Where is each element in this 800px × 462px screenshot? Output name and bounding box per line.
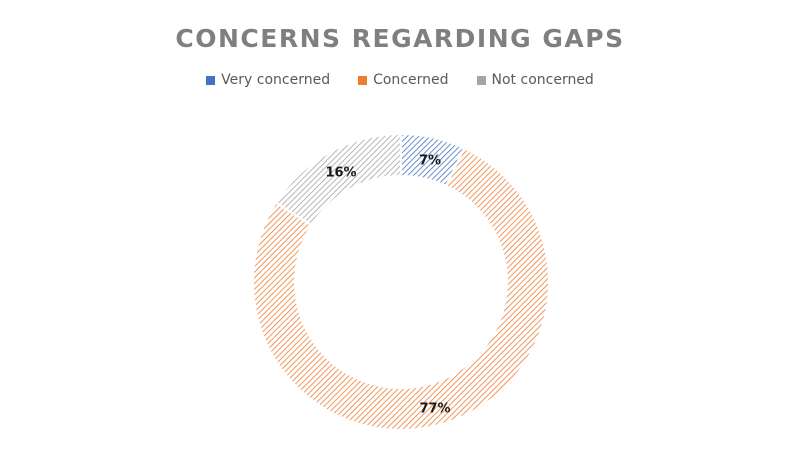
legend-swatch-very-concerned [206, 75, 216, 85]
data-label-very-concerned: 7% [419, 154, 441, 169]
legend-swatch-not-concerned [476, 75, 486, 85]
data-label-not-concerned: 16% [325, 166, 356, 181]
legend-label-not-concerned: Not concerned [491, 72, 594, 88]
slice-not-concerned [274, 132, 402, 227]
chart-title: CONCERNS REGARDING GAPS [175, 24, 625, 53]
legend-item-concerned: Concerned [358, 72, 449, 88]
legend-item-very-concerned: Very concerned [206, 72, 330, 88]
slice-concerned [252, 146, 550, 431]
legend: Very concerned Concerned Not concerned [0, 72, 800, 88]
legend-label-very-concerned: Very concerned [221, 72, 331, 88]
legend-swatch-concerned [358, 75, 368, 85]
data-label-concerned: 77% [419, 402, 450, 417]
legend-label-concerned: Concerned [373, 72, 449, 88]
legend-item-not-concerned: Not concerned [476, 72, 594, 88]
